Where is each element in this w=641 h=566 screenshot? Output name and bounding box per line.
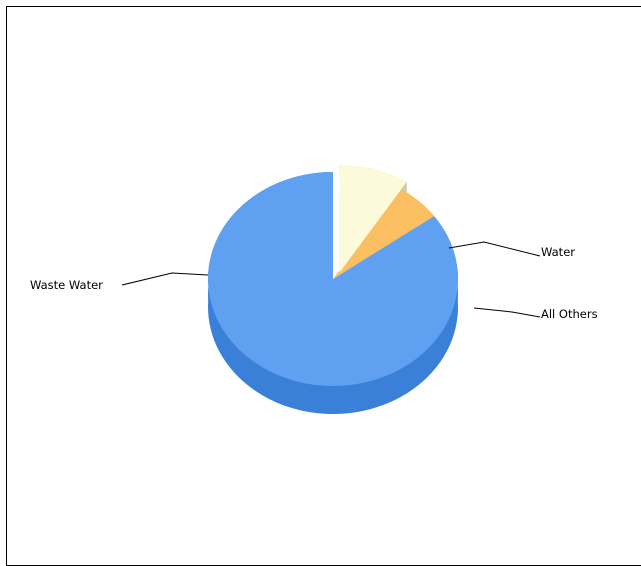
slice-all-others (339, 165, 407, 273)
slice-labels: Waste Water Water All Others (30, 245, 598, 321)
slice-water (333, 188, 435, 279)
leader-lines (121, 241, 541, 318)
leader-line-all-others (473, 307, 541, 318)
slice-label-water: Water (541, 245, 575, 259)
leader-line-water (448, 241, 541, 257)
slice-label-waste-water: Waste Water (30, 278, 103, 292)
leader-line-waste-water (121, 272, 209, 286)
pie-slices (208, 165, 459, 386)
slice-label-all-others: All Others (541, 307, 598, 321)
slice-waste-water (208, 172, 459, 386)
